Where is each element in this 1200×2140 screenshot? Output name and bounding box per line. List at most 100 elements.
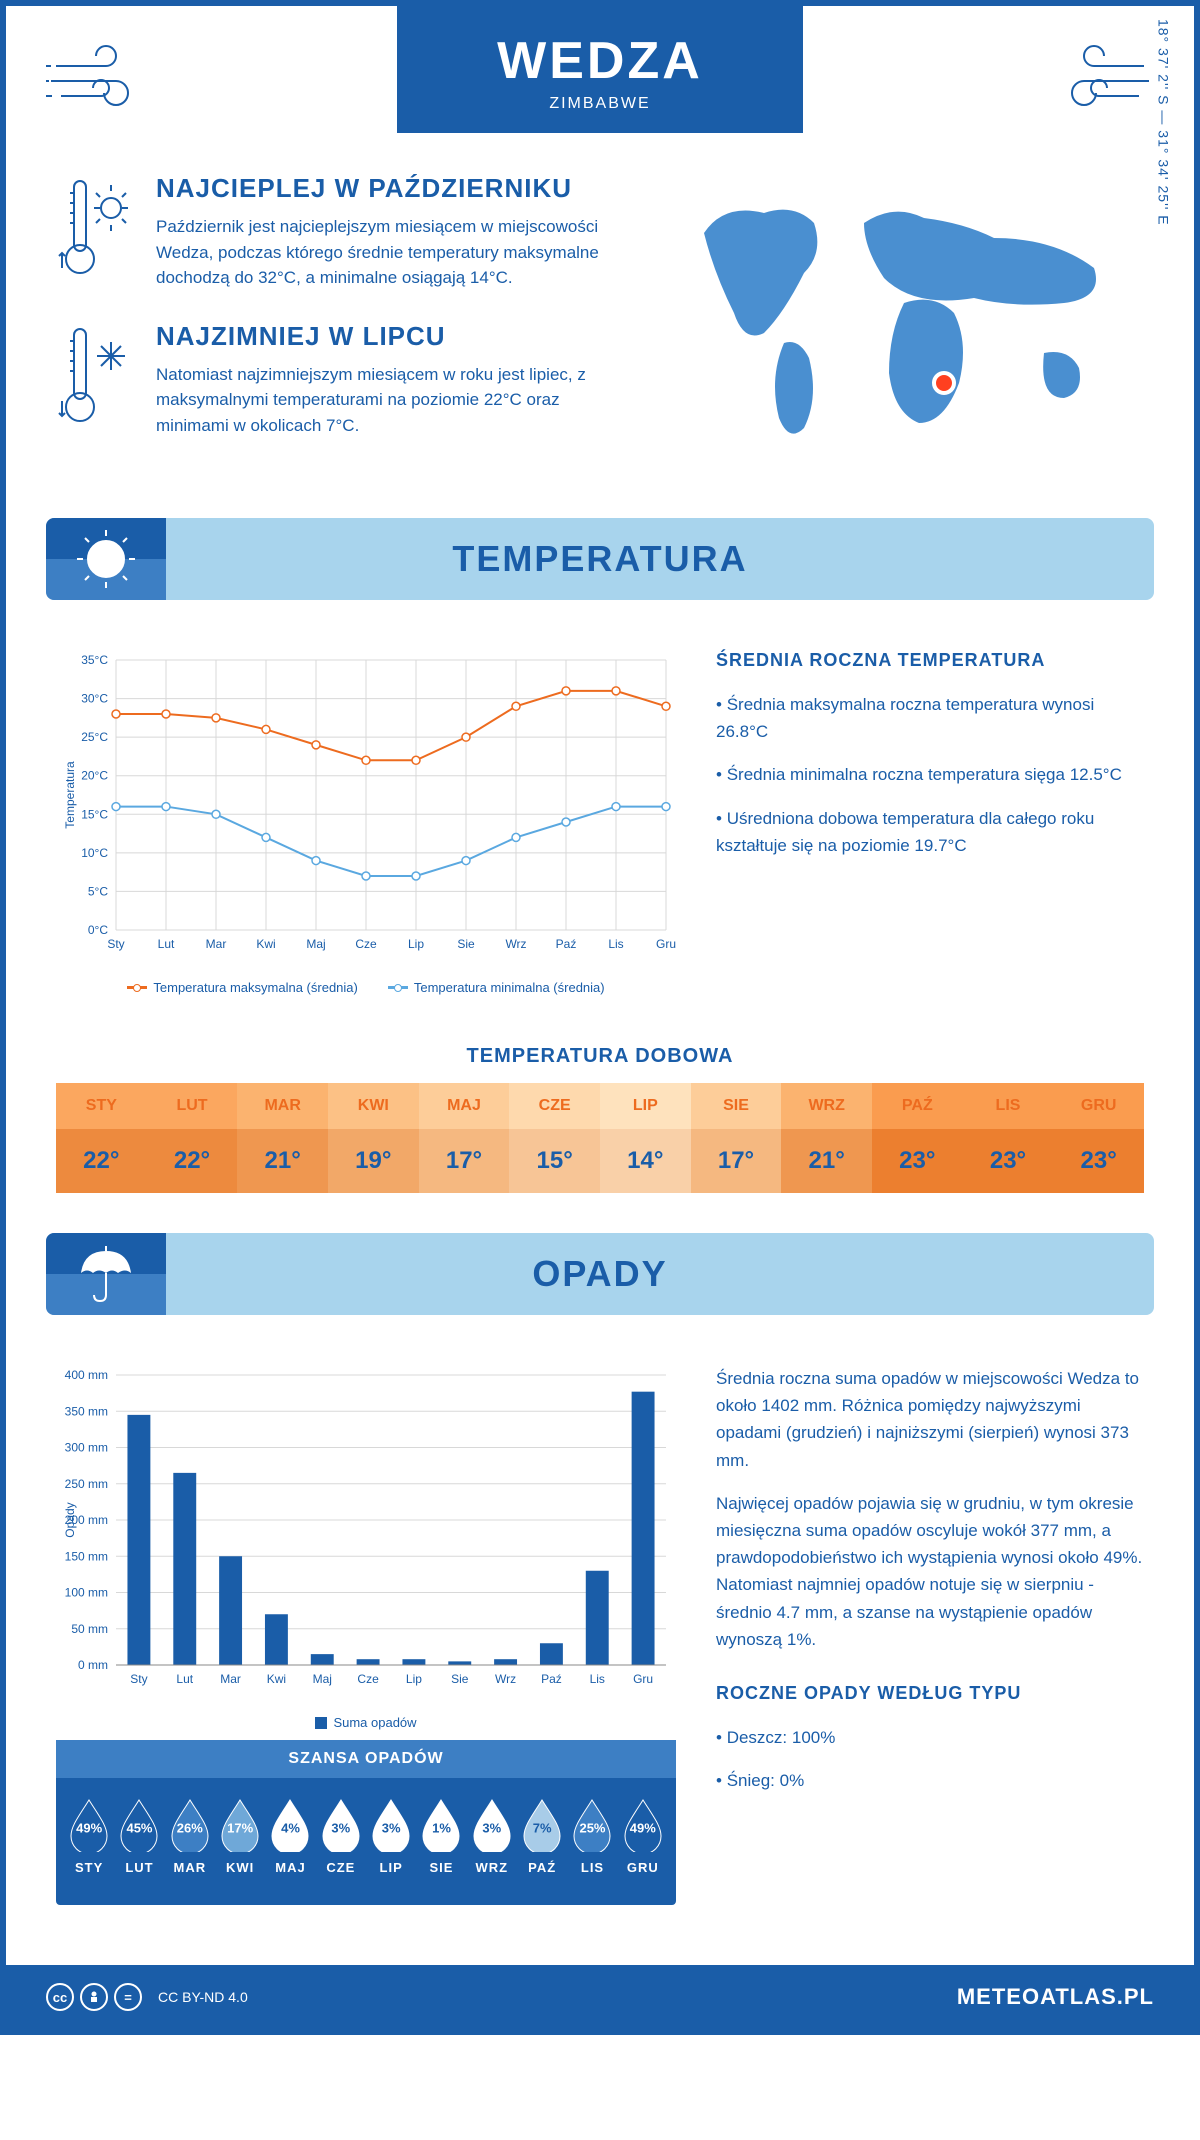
daily-header: PAŹ — [872, 1083, 963, 1129]
chance-drop: 1% SIE — [418, 1798, 464, 1875]
svg-text:Gru: Gru — [633, 1672, 653, 1686]
chance-drop: 3% CZE — [318, 1798, 364, 1875]
daily-header: WRZ — [781, 1083, 872, 1129]
coordinates: 18° 37' 2'' S — 31° 34' 25'' E — [1156, 18, 1172, 225]
world-map: 18° 37' 2'' S — 31° 34' 25'' E — [664, 173, 1144, 468]
svg-text:5°C: 5°C — [88, 884, 108, 898]
daily-header: MAR — [237, 1083, 328, 1129]
svg-text:Lis: Lis — [590, 1672, 605, 1686]
daily-value: 19° — [328, 1129, 419, 1193]
by-icon — [80, 1983, 108, 2011]
daily-value: 23° — [872, 1129, 963, 1193]
summary-bullet: Uśredniona dobowa temperatura dla całego… — [716, 805, 1144, 859]
thermometer-hot-icon — [56, 173, 136, 291]
svg-text:15°C: 15°C — [81, 807, 108, 821]
svg-text:Paź: Paź — [541, 1672, 562, 1686]
svg-text:10°C: 10°C — [81, 846, 108, 860]
summary-bullet: Średnia minimalna roczna temperatura się… — [716, 761, 1144, 788]
svg-text:350 mm: 350 mm — [65, 1404, 108, 1418]
wind-icon — [1044, 36, 1154, 132]
brand: METEOATLAS.PL — [957, 1984, 1154, 2010]
daily-header: CZE — [509, 1083, 600, 1129]
title-banner: WEDZA ZIMBABWE — [397, 6, 803, 133]
hottest-block: NAJCIEPLEJ W PAŹDZIERNIKU Październik je… — [56, 173, 634, 291]
svg-text:Kwi: Kwi — [267, 1672, 286, 1686]
daily-header: LIP — [600, 1083, 691, 1129]
license-text: CC BY-ND 4.0 — [158, 1989, 248, 2005]
svg-text:300 mm: 300 mm — [65, 1441, 108, 1455]
chance-title: SZANSA OPADÓW — [56, 1740, 676, 1778]
daily-header: LUT — [147, 1083, 238, 1129]
svg-text:400 mm: 400 mm — [65, 1368, 108, 1382]
temperature-section-header: TEMPERATURA — [46, 518, 1154, 600]
svg-text:Wrz: Wrz — [505, 937, 526, 951]
svg-text:Wrz: Wrz — [495, 1672, 516, 1686]
svg-text:100 mm: 100 mm — [65, 1586, 108, 1600]
chance-drop: 7% PAŹ — [519, 1798, 565, 1875]
chance-drop: 4% MAJ — [267, 1798, 313, 1875]
chance-drop: 25% LIS — [569, 1798, 615, 1875]
hottest-title: NAJCIEPLEJ W PAŹDZIERNIKU — [156, 173, 634, 204]
daily-header: LIS — [963, 1083, 1054, 1129]
page: WEDZA ZIMBABWE NAJCIEPLEJ W PAŹDZIERNIKU… — [0, 0, 1200, 2035]
daily-temp-title: TEMPERATURA DOBOWA — [6, 1045, 1194, 1068]
chance-drops: 49% STY 45% LUT 26% MAR 17% KWI — [56, 1778, 676, 1885]
svg-text:35°C: 35°C — [81, 653, 108, 667]
sun-icon — [46, 518, 166, 600]
svg-text:Temperatura: Temperatura — [63, 761, 77, 829]
daily-value: 23° — [1053, 1129, 1144, 1193]
svg-text:Cze: Cze — [355, 937, 377, 951]
precip-para: Średnia roczna suma opadów w miejscowośc… — [716, 1365, 1144, 1474]
daily-temp-table: STYLUTMARKWIMAJCZELIPSIEWRZPAŹLISGRU22°2… — [56, 1083, 1144, 1193]
daily-value: 22° — [56, 1129, 147, 1193]
svg-text:0 mm: 0 mm — [78, 1658, 108, 1672]
cc-icon: cc — [46, 1983, 74, 2011]
header: WEDZA ZIMBABWE — [6, 6, 1194, 133]
chance-drop: 49% STY — [66, 1798, 112, 1875]
daily-header: GRU — [1053, 1083, 1144, 1129]
svg-text:Lut: Lut — [176, 1672, 193, 1686]
precipitation-content: 0 mm50 mm100 mm150 mm200 mm250 mm300 mm3… — [6, 1335, 1194, 1935]
daily-value: 15° — [509, 1129, 600, 1193]
section-title: OPADY — [46, 1253, 1154, 1295]
coldest-text: Natomiast najzimniejszym miesiącem w rok… — [156, 362, 634, 439]
daily-header: MAJ — [419, 1083, 510, 1129]
intro-section: NAJCIEPLEJ W PAŹDZIERNIKU Październik je… — [6, 133, 1194, 498]
wind-icon — [46, 36, 156, 132]
svg-text:Lip: Lip — [408, 937, 424, 951]
daily-value: 23° — [963, 1129, 1054, 1193]
precipitation-legend: Suma opadów — [56, 1715, 676, 1730]
daily-value: 21° — [237, 1129, 328, 1193]
svg-text:250 mm: 250 mm — [65, 1477, 108, 1491]
svg-text:Sty: Sty — [130, 1672, 147, 1686]
summary-title: ŚREDNIA ROCZNA TEMPERATURA — [716, 650, 1144, 671]
daily-value: 22° — [147, 1129, 238, 1193]
chance-drop: 26% MAR — [167, 1798, 213, 1875]
precipitation-summary: Średnia roczna suma opadów w miejscowośc… — [716, 1365, 1144, 1905]
svg-text:Maj: Maj — [313, 1672, 332, 1686]
thermometer-cold-icon — [56, 321, 136, 439]
nd-icon: = — [114, 1983, 142, 2011]
daily-header: KWI — [328, 1083, 419, 1129]
svg-text:25°C: 25°C — [81, 730, 108, 744]
hottest-text: Październik jest najcieplejszym miesiące… — [156, 214, 634, 291]
svg-text:Maj: Maj — [306, 937, 325, 951]
precip-para: Najwięcej opadów pojawia się w grudniu, … — [716, 1490, 1144, 1653]
legend-min: Temperatura minimalna (średnia) — [414, 980, 605, 995]
chance-drop: 3% WRZ — [469, 1798, 515, 1875]
svg-text:Sty: Sty — [107, 937, 124, 951]
svg-text:Opady: Opady — [63, 1502, 77, 1537]
coldest-title: NAJZIMNIEJ W LIPCU — [156, 321, 634, 352]
temperature-line-chart: 0°C5°C10°C15°C20°C25°C30°C35°CStyLutMarK… — [56, 650, 676, 970]
footer: cc = CC BY-ND 4.0 METEOATLAS.PL — [6, 1965, 1194, 2029]
temperature-content: 0°C5°C10°C15°C20°C25°C30°C35°CStyLutMarK… — [6, 620, 1194, 1025]
svg-text:Sie: Sie — [457, 937, 475, 951]
svg-text:Mar: Mar — [206, 937, 227, 951]
section-title: TEMPERATURA — [46, 538, 1154, 580]
svg-text:Paź: Paź — [556, 937, 577, 951]
coldest-block: NAJZIMNIEJ W LIPCU Natomiast najzimniejs… — [56, 321, 634, 439]
svg-text:0°C: 0°C — [88, 923, 108, 937]
umbrella-icon — [46, 1233, 166, 1315]
daily-header: STY — [56, 1083, 147, 1129]
license-icons: cc = CC BY-ND 4.0 — [46, 1983, 248, 2011]
